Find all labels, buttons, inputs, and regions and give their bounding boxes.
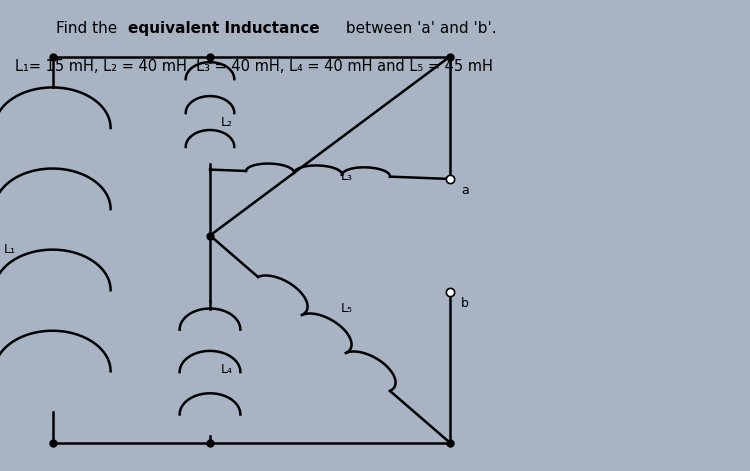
Text: Find the: Find the: [56, 21, 122, 36]
Text: equivalent Inductance: equivalent Inductance: [128, 21, 320, 36]
Text: L₄: L₄: [221, 363, 233, 376]
Text: L₁: L₁: [4, 243, 16, 256]
Text: L₅: L₅: [341, 302, 353, 315]
Text: b: b: [461, 297, 470, 310]
Text: L₂: L₂: [221, 116, 233, 129]
Text: a: a: [461, 184, 469, 197]
Text: L₃: L₃: [341, 170, 353, 183]
Text: between 'a' and 'b'.: between 'a' and 'b'.: [341, 21, 496, 36]
Text: L₁= 15 mH, L₂ = 40 mH, L₃ = 40 mH, L₄ = 40 mH and L₅ = 45 mH: L₁= 15 mH, L₂ = 40 mH, L₃ = 40 mH, L₄ = …: [15, 59, 493, 74]
